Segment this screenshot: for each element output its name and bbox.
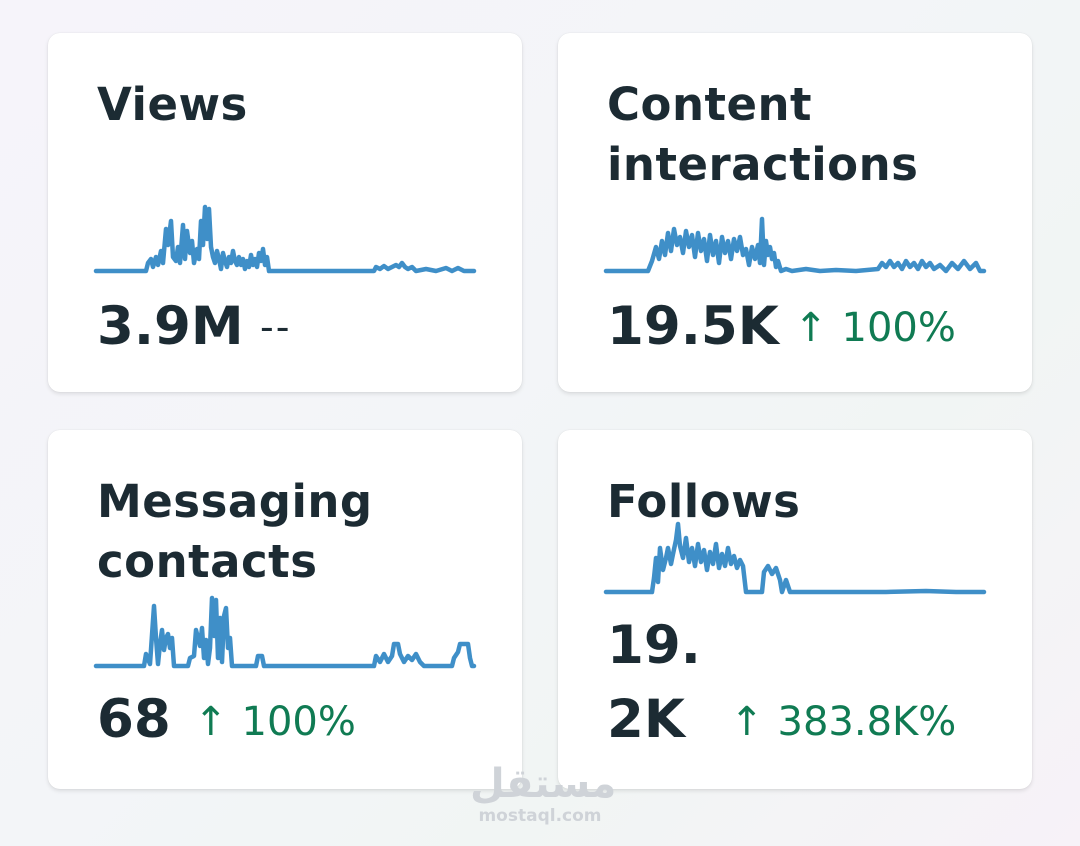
- views-value: 3.9M: [97, 296, 244, 357]
- messaging-contacts-sparkline: [93, 595, 477, 669]
- follows-card[interactable]: Follows 19. 2K ↑ 383.8K%: [558, 430, 1032, 789]
- views-sparkline: [93, 204, 477, 274]
- content-interactions-title: Content interactions: [607, 78, 919, 191]
- messaging-contacts-title: Messaging contacts: [97, 475, 373, 588]
- follows-change-value: 383.8K%: [777, 699, 957, 745]
- messaging-contacts-change-value: 100%: [241, 699, 356, 745]
- views-sparkline-line: [93, 204, 477, 274]
- content-interactions-change: ↑ 100%: [794, 298, 956, 358]
- follows-value-line2: 2K: [607, 689, 685, 750]
- up-arrow-icon: ↑: [194, 699, 228, 745]
- content-interactions-card[interactable]: Content interactions 19.5K ↑ 100%: [558, 33, 1032, 392]
- content-interactions-value: 19.5K: [607, 296, 779, 357]
- messaging-contacts-sparkline-line: [93, 595, 477, 669]
- content-interactions-sparkline: [603, 216, 987, 274]
- messaging-contacts-change: ↑ 100%: [194, 692, 356, 752]
- follows-sparkline: [603, 521, 987, 595]
- up-arrow-icon: ↑: [730, 699, 764, 745]
- follows-value-line1: 19.: [607, 615, 701, 676]
- messaging-contacts-value: 68: [97, 689, 171, 750]
- views-card[interactable]: Views 3.9M --: [48, 33, 522, 392]
- views-title: Views: [97, 78, 248, 131]
- watermark-text: mostaql.com: [478, 806, 602, 826]
- content-interactions-sparkline-line: [603, 216, 987, 274]
- follows-sparkline-line: [603, 521, 987, 595]
- views-change: --: [260, 305, 292, 349]
- messaging-contacts-card[interactable]: Messaging contacts 68 ↑ 100%: [48, 430, 522, 789]
- follows-title: Follows: [607, 475, 801, 528]
- follows-change: ↑ 383.8K%: [730, 692, 956, 752]
- content-interactions-change-value: 100%: [841, 305, 956, 351]
- up-arrow-icon: ↑: [794, 305, 828, 351]
